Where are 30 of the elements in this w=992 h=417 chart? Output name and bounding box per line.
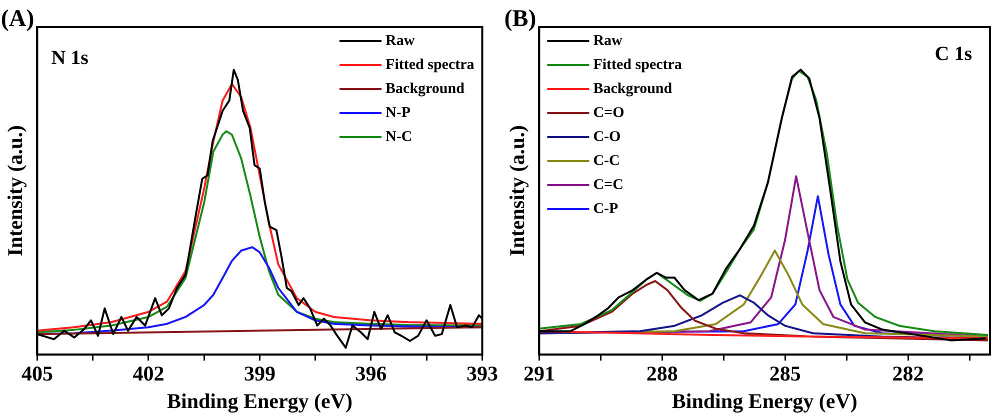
legend-label: N-P bbox=[386, 104, 411, 121]
x-tick-label: 405 bbox=[21, 362, 53, 386]
legend-label: Background bbox=[386, 80, 466, 97]
chart-title: (B) bbox=[504, 6, 536, 32]
legend-label: C-C bbox=[593, 152, 620, 169]
x-tick-label: 288 bbox=[646, 362, 678, 386]
x-tick-label: 393 bbox=[466, 362, 498, 386]
x-tick-label: 402 bbox=[132, 362, 164, 386]
legend-label: C=O bbox=[593, 104, 624, 121]
x-tick-label: 396 bbox=[355, 362, 387, 386]
text: C 1s bbox=[934, 43, 972, 66]
text: N 1s bbox=[51, 47, 89, 70]
y-axis-title: Intensity (a.u.) bbox=[505, 125, 530, 256]
y-axis-title: Intensity (a.u.) bbox=[3, 125, 28, 256]
x-tick-label: 282 bbox=[892, 362, 924, 386]
legend-label: N-C bbox=[386, 128, 412, 145]
legend-label: Fitted spectra bbox=[593, 56, 682, 73]
legend-label: C=C bbox=[593, 176, 624, 193]
chart-title: (A) bbox=[0, 6, 34, 32]
x-axis-title: Binding Energy (eV) bbox=[672, 388, 858, 413]
x-tick-label: 291 bbox=[523, 362, 555, 386]
x-tick-label: 285 bbox=[769, 362, 801, 386]
legend-label: C-P bbox=[593, 200, 618, 217]
x-axis-title: Binding Energy (eV) bbox=[166, 388, 352, 413]
legend-label: Background bbox=[593, 80, 673, 97]
legend-label: Raw bbox=[386, 32, 415, 49]
legend-label: Raw bbox=[593, 32, 623, 49]
legend-label: Fitted spectra bbox=[386, 56, 475, 73]
legend-label: C-O bbox=[593, 128, 621, 145]
x-tick-label: 399 bbox=[244, 362, 276, 386]
